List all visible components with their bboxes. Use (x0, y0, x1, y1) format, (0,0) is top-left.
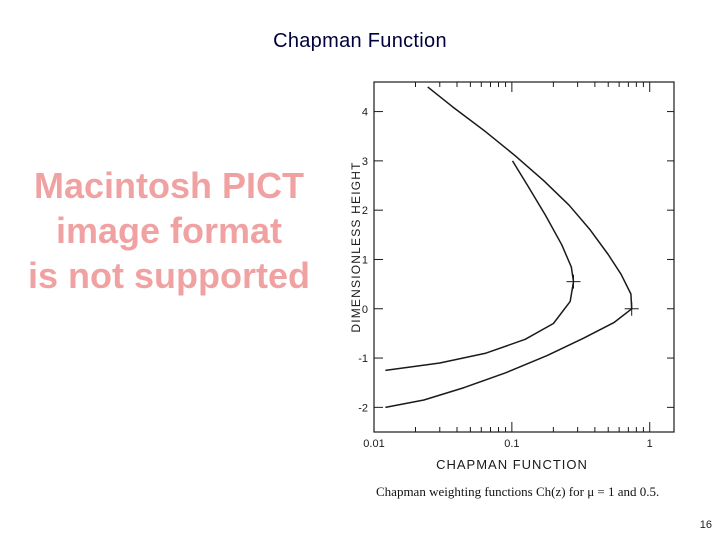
x-tick-label: 0.01 (363, 438, 384, 450)
y-tick-label: -1 (358, 353, 368, 365)
placeholder-line-3: is not supported (28, 255, 310, 296)
y-tick-label: 4 (362, 107, 368, 119)
y-tick-label: 3 (362, 156, 368, 168)
y-axis-title: DIMENSIONLESS HEIGHT (349, 161, 363, 332)
page-number: 16 (699, 519, 712, 531)
slide-title: Chapman Function (273, 30, 447, 52)
x-tick-label: 0.1 (504, 438, 519, 450)
y-tick-label: 1 (362, 254, 368, 266)
y-tick-label: 0 (362, 304, 368, 316)
plot-frame (373, 81, 675, 433)
chapman-function-chart: -2 -1 0 1 2 3 4 0.01 0.1 1 CHAPMAN FUNCTION DIMENSI… (349, 81, 675, 472)
y-tick-label: 2 (362, 205, 368, 217)
y-tick-label: -2 (358, 402, 368, 414)
placeholder-line-1: Macintosh PICT (33, 165, 305, 206)
series-line-2 (385, 160, 575, 372)
placeholder-line-2: image format (55, 210, 283, 251)
figure-caption: Chapman weighting functions Ch(z) for μ … (376, 484, 660, 499)
x-tick-label: 1 (647, 438, 653, 450)
series-line-1 (385, 86, 633, 409)
x-axis-title: CHAPMAN FUNCTION (436, 457, 588, 472)
unsupported-image-placeholder: Macintosh PICT image format is not suppo… (8, 163, 330, 298)
